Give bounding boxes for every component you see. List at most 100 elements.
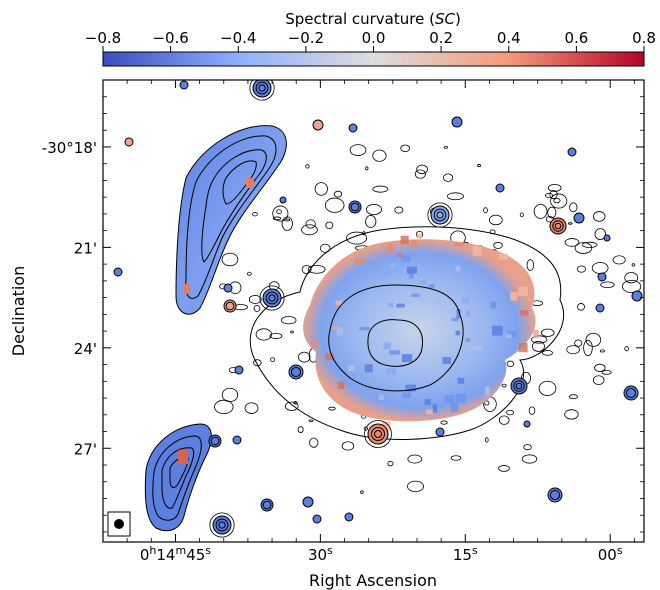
colorbar-tick-label: 0.8 bbox=[632, 29, 656, 47]
y-tick-label: 21' bbox=[74, 239, 97, 257]
noise-contour bbox=[592, 375, 605, 386]
compact-source bbox=[209, 512, 235, 538]
relic-red-patch bbox=[246, 178, 254, 188]
compact-source bbox=[259, 285, 285, 311]
noise-contour bbox=[276, 209, 282, 215]
noise-contour bbox=[293, 401, 298, 405]
noise-contour bbox=[407, 454, 423, 464]
sw-contour-2 bbox=[152, 435, 202, 521]
compact-source bbox=[113, 267, 123, 277]
compact-source bbox=[302, 496, 314, 508]
noise-contour bbox=[545, 192, 554, 199]
halo-spot bbox=[432, 404, 438, 413]
noise-contour bbox=[269, 332, 283, 339]
halo-spot bbox=[397, 253, 403, 257]
noise-contour bbox=[526, 259, 535, 271]
colorbar-tick-label: −0.6 bbox=[152, 29, 188, 47]
halo-spot bbox=[455, 265, 461, 272]
halo-spot bbox=[465, 310, 471, 317]
noise-contour bbox=[301, 264, 312, 274]
halo-spot bbox=[470, 345, 482, 350]
noise-contour bbox=[305, 219, 316, 229]
halo-spot bbox=[396, 303, 405, 308]
halo-spot bbox=[385, 368, 397, 375]
noise-contour bbox=[594, 228, 607, 240]
noise-contour bbox=[341, 441, 355, 451]
noise-contour bbox=[477, 164, 482, 168]
halo-spot bbox=[520, 310, 529, 316]
colorbar-gradient bbox=[102, 51, 645, 67]
noise-contour bbox=[564, 238, 580, 247]
halo-spot bbox=[383, 342, 391, 350]
noise-contour bbox=[488, 214, 503, 226]
noise-contour bbox=[363, 426, 369, 431]
sw-red-patch bbox=[178, 450, 188, 464]
halo-spot bbox=[490, 301, 496, 309]
noise-contour bbox=[309, 437, 319, 448]
noise-contour bbox=[450, 455, 462, 461]
halo-inner-contour bbox=[367, 319, 424, 367]
halo-spot bbox=[311, 342, 319, 348]
halo-spot bbox=[359, 326, 370, 331]
compact-source bbox=[234, 365, 244, 375]
noise-contour bbox=[272, 216, 282, 221]
y-tick-label: 24' bbox=[74, 340, 97, 358]
halo-spot bbox=[454, 242, 464, 247]
noise-contour bbox=[592, 211, 606, 222]
y-tick-label: 27' bbox=[74, 440, 97, 458]
noise-contour bbox=[601, 370, 612, 375]
compact-source bbox=[288, 364, 304, 380]
halo-spot bbox=[387, 302, 394, 308]
noise-contour bbox=[612, 255, 626, 265]
halo-spot bbox=[457, 377, 465, 384]
halo-spot bbox=[382, 267, 393, 277]
noise-contour bbox=[253, 304, 261, 312]
halo-spot bbox=[518, 342, 528, 353]
halo-spot bbox=[492, 325, 503, 336]
x-tick-label: 0h14m45s bbox=[140, 544, 211, 564]
noise-contour bbox=[542, 350, 553, 356]
beam-ellipse bbox=[114, 519, 124, 529]
colorbar-tick-label: −0.2 bbox=[288, 29, 324, 47]
noise-contour bbox=[387, 460, 394, 467]
noise-contour bbox=[346, 231, 368, 245]
halo-spot bbox=[485, 386, 490, 396]
noise-contour bbox=[253, 359, 262, 367]
noise-contour bbox=[248, 295, 262, 304]
plot-area bbox=[102, 79, 645, 543]
axis-ticks bbox=[103, 80, 644, 542]
halo-spot bbox=[401, 255, 411, 262]
colorbar-tick-label: 0.0 bbox=[362, 29, 386, 47]
noise-contour bbox=[506, 409, 515, 416]
noise-contour bbox=[540, 328, 555, 337]
compact-source bbox=[523, 420, 531, 428]
halo-spot bbox=[354, 258, 365, 263]
noise-contour bbox=[568, 394, 578, 400]
compact-source bbox=[249, 80, 275, 101]
halo-spots bbox=[311, 233, 539, 431]
halo-spot bbox=[428, 284, 435, 288]
halo-spot bbox=[510, 291, 518, 301]
noise-contour bbox=[297, 426, 304, 433]
halo-spot bbox=[450, 402, 459, 413]
noise-contour bbox=[523, 444, 532, 451]
noise-contour bbox=[272, 205, 289, 222]
relic-contour-3 bbox=[201, 149, 267, 263]
halo-spot bbox=[416, 233, 423, 239]
noise-contour bbox=[577, 303, 585, 311]
halo-spot bbox=[336, 327, 344, 336]
compact-source bbox=[312, 514, 322, 524]
noise-contour bbox=[280, 316, 297, 325]
halo-spot bbox=[393, 262, 404, 272]
noise-contour bbox=[443, 145, 448, 149]
halo-spot bbox=[462, 297, 470, 304]
compact-source bbox=[567, 147, 577, 157]
compact-source bbox=[427, 202, 453, 228]
relic-contour-4 bbox=[222, 160, 257, 205]
noise-contour bbox=[283, 218, 291, 222]
compact-source bbox=[495, 183, 505, 193]
noise-contour bbox=[328, 406, 336, 411]
colorbar-tick-label: 0.6 bbox=[564, 29, 588, 47]
halo-mid-contour bbox=[328, 284, 464, 392]
